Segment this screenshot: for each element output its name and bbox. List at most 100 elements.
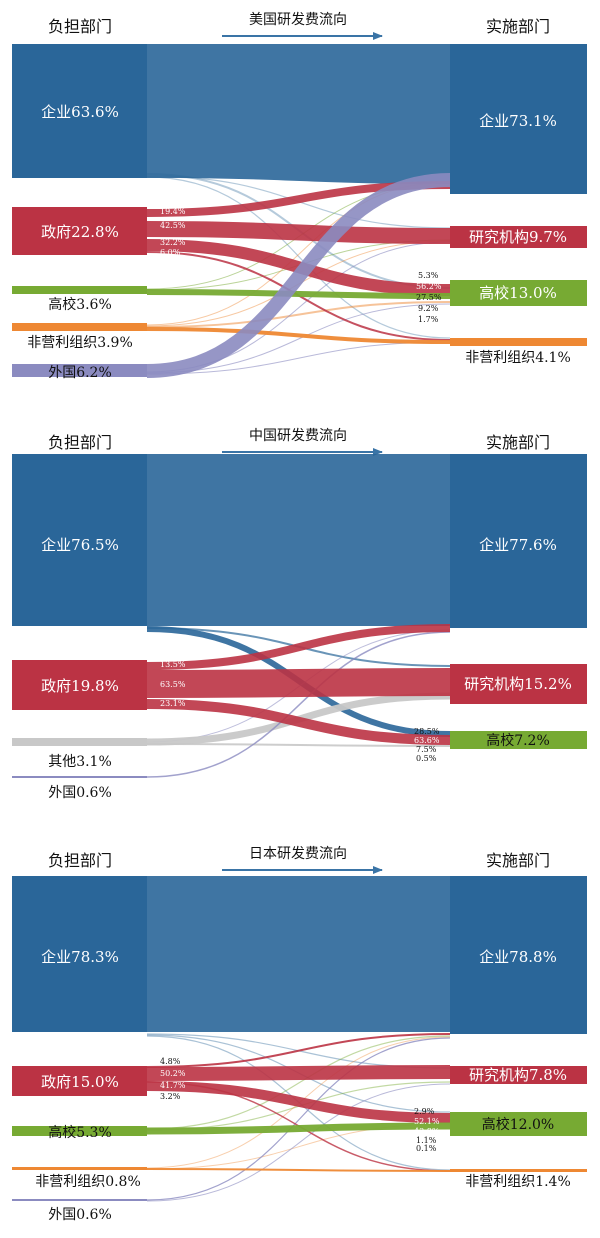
node-japan-src-government [12, 1066, 147, 1096]
pct-china-src-2: 23.1% [160, 699, 186, 708]
node-china-src-foreign [12, 776, 147, 778]
panel-usa-left-header: 负担部门 [48, 17, 112, 36]
panel-china-right-header: 实施部门 [486, 433, 550, 452]
panel-china-left-header: 负担部门 [48, 433, 112, 452]
flow-usa-for-np [146, 341, 451, 375]
pct-japan-tgt-2: 43.8% [414, 1127, 440, 1136]
pct-usa-tgt-4: 1.7% [418, 315, 439, 324]
label-usa-src-university: 高校3.6% [48, 296, 112, 313]
pct-usa-tgt-1: 56.2% [416, 282, 442, 291]
pct-china-tgt-0: 28.5% [414, 727, 440, 736]
label-japan-src-university: 高校5.3% [48, 1124, 112, 1141]
panel-usa: 负担部门 美国研发费流向 实施部门 [12, 12, 587, 381]
node-usa-src-government [12, 207, 147, 255]
node-japan-tgt-institute [450, 1066, 587, 1084]
flow-usa-univ-univ [146, 289, 451, 299]
node-china-src-other [12, 738, 147, 746]
pct-usa-tgt-0: 5.3% [418, 271, 439, 280]
flows-china-government [146, 624, 451, 745]
flow-usa-foreign-ent [146, 173, 451, 378]
panel-usa-title: 美国研发费流向 [249, 12, 347, 28]
node-japan-tgt-enterprise [450, 876, 587, 1034]
label-usa-tgt-university: 高校13.0% [479, 284, 557, 302]
pct-usa-src-3: 6.0% [160, 248, 181, 257]
node-china-tgt-university [450, 731, 587, 749]
node-japan-src-foreign [12, 1199, 147, 1201]
panel-china-title: 中国研发费流向 [249, 428, 347, 444]
pct-japan-tgt-0: 2.9% [414, 1107, 435, 1116]
label-usa-tgt-enterprise: 企业73.1% [479, 112, 557, 130]
pct-china-src-1: 63.5% [160, 680, 186, 689]
label-japan-tgt-nonprofit: 非营利组织1.4% [465, 1174, 571, 1190]
flow-usa-ent-np [146, 176, 451, 339]
panel-japan-right-header: 实施部门 [486, 851, 550, 870]
pct-japan-src-3: 3.2% [160, 1092, 181, 1101]
pct-china-src-0: 13.5% [160, 660, 186, 669]
node-japan-src-enterprise [12, 876, 147, 1032]
label-usa-src-nonprofit: 非营利组织3.9% [27, 335, 133, 351]
panel-japan: 负担部门 日本研发费流向 实施部门 [12, 846, 587, 1223]
label-china-tgt-university: 高校7.2% [486, 732, 550, 749]
pct-japan-src-0: 4.8% [160, 1057, 181, 1066]
label-china-tgt-enterprise: 企业77.6% [479, 536, 557, 554]
label-japan-src-government: 政府15.0% [41, 1073, 119, 1091]
label-usa-tgt-nonprofit: 非营利组织4.1% [465, 350, 571, 366]
flow-usa-np-np [146, 327, 451, 344]
flow-china-enterprise-main [147, 454, 450, 626]
pct-usa-src-2: 32.2% [160, 238, 186, 247]
flow-japan-gov-inst [146, 1065, 451, 1081]
node-china-tgt-institute [450, 664, 587, 704]
label-japan-tgt-enterprise: 企业78.8% [479, 948, 557, 966]
flow-china-foreign-ent [146, 631, 451, 778]
pct-japan-src-1: 50.2% [160, 1069, 186, 1078]
pct-china-tgt-2: 7.5% [416, 745, 437, 754]
node-china-src-enterprise [12, 454, 147, 626]
node-japan-tgt-nonprofit [450, 1169, 587, 1172]
pct-china-tgt-3: 0.5% [416, 754, 437, 763]
flow-usa-enterprise-main [147, 44, 450, 184]
node-japan-src-university [12, 1126, 147, 1136]
flow-usa-np-univ [146, 301, 451, 328]
label-usa-tgt-institute: 研究机构9.7% [469, 228, 567, 246]
pct-japan-tgt-1: 52.1% [414, 1117, 440, 1126]
pct-usa-src-0: 19.4% [160, 207, 186, 216]
flow-japan-univ-univ [146, 1122, 451, 1135]
label-usa-src-enterprise: 企业63.6% [41, 103, 119, 121]
node-japan-src-nonprofit [12, 1167, 147, 1170]
panel-china: 负担部门 中国研发费流向 实施部门 企业76.5% 政府19.8% 其他3. [12, 428, 587, 801]
pct-japan-tgt-4: 0.1% [416, 1144, 437, 1153]
flow-usa-for-univ [146, 303, 451, 374]
node-japan-tgt-university [450, 1112, 587, 1136]
pct-japan-tgt-3: 1.1% [416, 1136, 437, 1145]
flow-japan-univ-ent [146, 1035, 451, 1130]
flow-china-gov-univ [146, 699, 451, 745]
flow-japan-for-inst [146, 1083, 451, 1202]
flow-japan-np-np [146, 1168, 451, 1172]
flow-japan-gov-univ [146, 1081, 451, 1123]
node-usa-src-foreign [12, 364, 147, 377]
pct-japan-src-2: 41.7% [160, 1081, 186, 1090]
label-china-src-foreign: 外国0.6% [48, 785, 112, 801]
flow-japan-gov-ent [146, 1033, 451, 1068]
label-usa-src-foreign: 外国6.2% [48, 365, 112, 381]
node-usa-src-nonprofit [12, 323, 147, 331]
flow-japan-for-ent [146, 1037, 451, 1201]
label-china-src-other: 其他3.1% [48, 754, 112, 770]
node-usa-tgt-institute [450, 226, 587, 248]
flow-japan-enterprise-main [147, 876, 450, 1032]
flow-china-gov-inst [146, 668, 451, 698]
flow-usa-gov-inst [146, 221, 451, 244]
flows-japan-government [146, 1033, 451, 1123]
flow-china-gov-ent [146, 624, 451, 670]
label-japan-src-enterprise: 企业78.3% [41, 948, 119, 966]
label-japan-src-nonprofit: 非营利组织0.8% [35, 1174, 141, 1190]
pct-usa-tgt-3: 9.2% [418, 304, 439, 313]
label-japan-tgt-institute: 研究机构7.8% [469, 1066, 567, 1084]
node-usa-src-university [12, 286, 147, 294]
panel-japan-title: 日本研发费流向 [249, 846, 347, 862]
node-usa-tgt-nonprofit [450, 338, 587, 346]
flow-china-other-univ [146, 743, 451, 747]
pct-usa-src-1: 42.5% [160, 221, 186, 230]
